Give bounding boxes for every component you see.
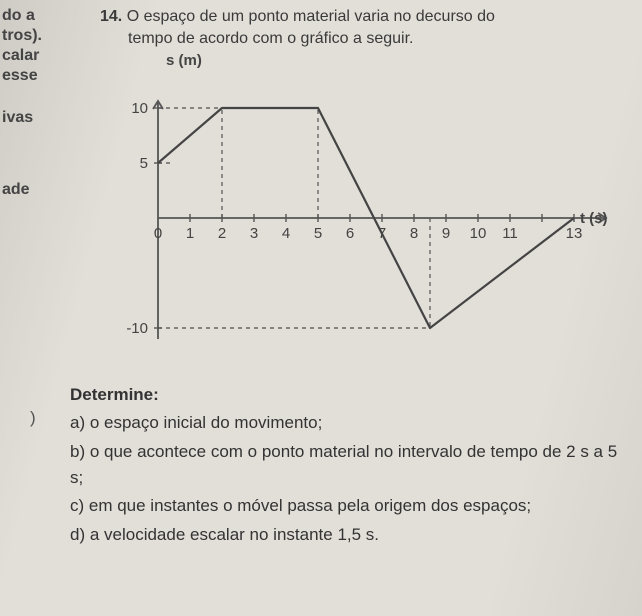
item-b: b) o que acontece com o ponto material n…	[70, 439, 625, 492]
svg-text:9: 9	[442, 225, 450, 242]
fragment: esse	[2, 66, 38, 87]
svg-text:10: 10	[131, 100, 148, 117]
question-line2: tempo de acordo com o gráfico a seguir.	[128, 28, 414, 50]
svg-text:-10: -10	[126, 320, 148, 337]
svg-text:5: 5	[314, 225, 322, 242]
item-d: d) a velocidade escalar no instante 1,5 …	[70, 522, 625, 548]
svg-text:10: 10	[470, 225, 487, 242]
fragment: tros).	[2, 26, 42, 47]
fragment: ivas	[2, 108, 33, 129]
chart-svg: 0123456789101113105-10	[90, 58, 610, 358]
svg-text:0: 0	[154, 225, 162, 242]
question-header: 14. O espaço de um ponto material varia …	[100, 6, 620, 49]
determine-heading: Determine:	[70, 382, 625, 408]
svg-text:2: 2	[218, 225, 226, 242]
question-line1: O espaço de um ponto material varia no d…	[127, 8, 495, 25]
svg-text:11: 11	[502, 225, 518, 242]
svg-text:8: 8	[410, 225, 418, 242]
svg-text:1: 1	[186, 225, 194, 242]
item-a: a) o espaço inicial do movimento;	[70, 410, 625, 436]
fragment: do a	[2, 6, 35, 27]
svg-text:3: 3	[250, 225, 258, 242]
svg-text:13: 13	[566, 225, 583, 242]
item-c: c) em que instantes o móvel passa pela o…	[70, 493, 625, 519]
determine-block: Determine: a) o espaço inicial do movime…	[70, 382, 625, 550]
svg-text:4: 4	[282, 225, 290, 242]
x-axis-label: t (s)	[580, 210, 608, 227]
svg-text:5: 5	[140, 155, 148, 172]
position-time-chart: s (m) t (s) 0123456789101113105-10	[90, 58, 610, 358]
svg-text:6: 6	[346, 225, 354, 242]
margin-mark: )	[30, 408, 36, 428]
fragment: ade	[2, 180, 30, 201]
fragment: calar	[2, 46, 39, 67]
y-axis-label: s (m)	[166, 52, 202, 69]
question-number: 14.	[100, 8, 122, 25]
